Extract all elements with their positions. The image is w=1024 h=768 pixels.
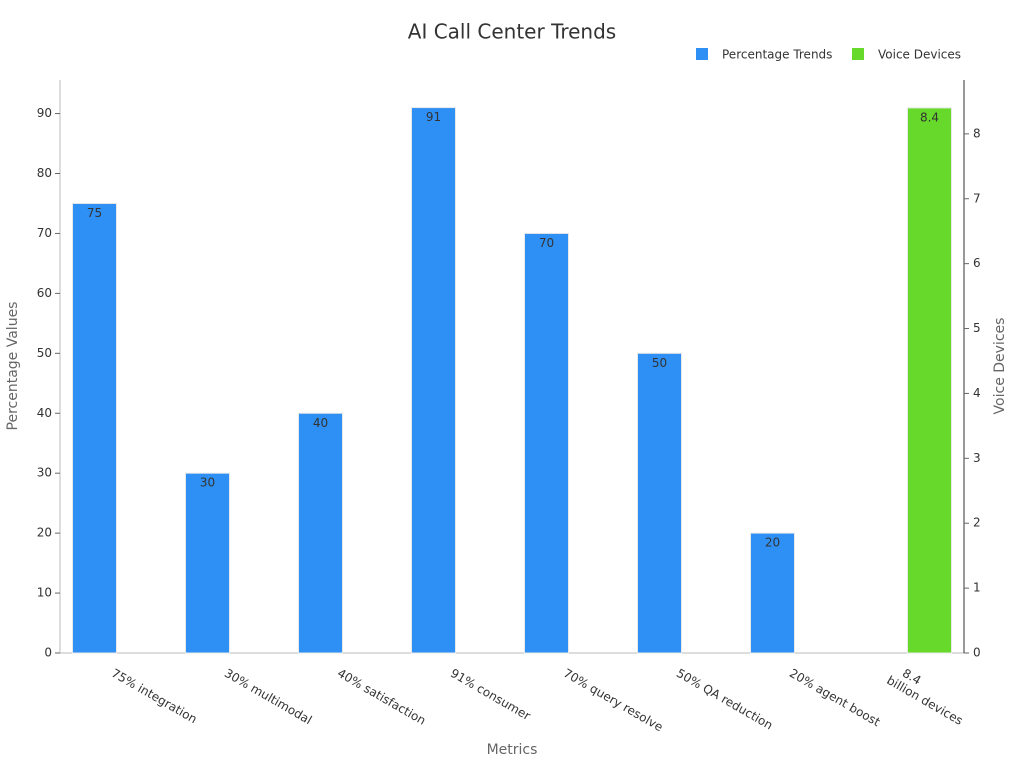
y2-tick-label: 7 [973,191,981,205]
y-axis-title: Percentage Values [5,302,21,431]
legend-label: Voice Devices [878,48,961,62]
y2-tick-label: 8 [973,126,981,140]
y2-tick-label: 5 [973,321,981,335]
bar-value-label: 75 [87,206,102,220]
y2-tick-label: 4 [973,386,981,400]
bar-value-label: 8.4 [920,110,939,124]
y2-tick-label: 2 [973,516,981,530]
y2-axis-title: Voice Devices [992,318,1008,415]
x-tick-label: 20% agent boost [787,666,883,729]
legend-swatch [852,48,864,60]
bar [907,107,952,654]
y-tick-label: 10 [37,586,52,600]
bar [298,412,343,654]
bar [524,232,569,654]
y-tick-label: 90 [37,106,52,120]
bar [637,352,682,654]
y-tick-label: 50 [37,346,52,360]
y-tick-label: 20 [37,526,52,540]
x-tick-label: 30% multimodal [222,666,314,727]
x-tick-label: 50% QA reduction [674,666,775,733]
chart-title: AI Call Center Trends [408,20,616,44]
y-tick-label: 30 [37,466,52,480]
y-tick-label: 0 [44,646,52,660]
y2-tick-label: 0 [973,646,981,660]
bar-value-label: 50 [652,356,667,370]
x-tick-label: 70% query resolve [561,666,665,734]
bar-value-label: 40 [313,416,328,430]
x-tick-label: 40% satisfaction [335,666,428,728]
bar [750,532,795,654]
legend-label: Percentage Trends [722,48,832,62]
y-tick-label: 60 [37,286,52,300]
bar-value-label: 91 [426,110,441,124]
x-tick-label: 91% consumer [448,666,533,723]
y-tick-label: 80 [37,166,52,180]
x-axis-title: Metrics [487,742,538,758]
bar-value-label: 30 [200,476,215,490]
y-tick-label: 40 [37,406,52,420]
bar-value-label: 20 [765,536,780,550]
bar [72,202,117,654]
bar-value-label: 70 [539,236,554,250]
y2-tick-label: 3 [973,451,981,465]
bar [411,107,456,654]
y2-tick-label: 6 [973,256,981,270]
x-tick-label: 75% integration [109,666,199,726]
y2-tick-label: 1 [973,581,981,595]
bar [185,472,230,654]
x-tick-label: 8.4 billion devices [885,661,973,728]
y-tick-label: 70 [37,226,52,240]
legend-swatch [696,48,708,60]
